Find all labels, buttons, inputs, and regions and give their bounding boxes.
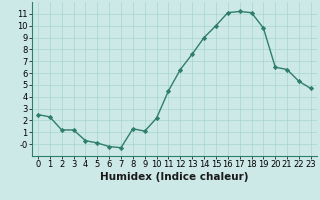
X-axis label: Humidex (Indice chaleur): Humidex (Indice chaleur) (100, 172, 249, 182)
